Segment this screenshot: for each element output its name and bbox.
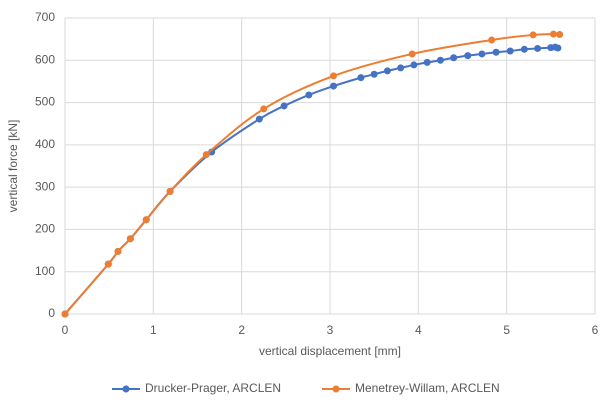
data-point (556, 30, 564, 38)
data-point (280, 102, 288, 110)
y-tick-label: 300 (35, 179, 55, 193)
legend-marker (122, 385, 130, 393)
data-point (104, 260, 112, 268)
data-point (260, 105, 268, 113)
data-point (142, 216, 150, 224)
data-point (534, 44, 542, 52)
x-tick-label: 5 (503, 323, 510, 337)
data-point (549, 30, 557, 38)
data-point (357, 74, 365, 82)
data-point (370, 70, 378, 78)
data-point (464, 52, 472, 60)
legend-marker (332, 385, 340, 393)
data-point (202, 151, 210, 159)
legend-label: Menetrey-Willam, ARCLEN (355, 381, 500, 395)
x-tick-label: 3 (327, 323, 334, 337)
data-point (450, 54, 458, 62)
data-point (330, 82, 338, 90)
x-tick-label: 1 (150, 323, 157, 337)
data-point (492, 48, 500, 56)
data-point (114, 247, 122, 255)
series-line (64, 46, 559, 315)
y-tick-label: 100 (35, 264, 55, 278)
data-point (478, 50, 486, 58)
legend-label: Drucker-Prager, ARCLEN (145, 381, 281, 395)
data-point (330, 72, 338, 80)
y-tick-label: 500 (35, 95, 55, 109)
data-point (126, 235, 134, 243)
y-axis-label: vertical force [kN] (6, 120, 20, 213)
data-point (383, 67, 391, 75)
x-tick-label: 0 (62, 323, 69, 337)
data-point (255, 115, 263, 123)
x-tick-label: 6 (592, 323, 599, 337)
data-point (305, 91, 313, 99)
data-point (436, 56, 444, 64)
x-tick-label: 4 (415, 323, 422, 337)
data-point (488, 36, 496, 44)
data-point (520, 45, 528, 53)
data-point (408, 50, 416, 58)
x-axis-label: vertical displacement [mm] (259, 344, 401, 358)
y-tick-label: 0 (48, 306, 55, 320)
data-point (61, 310, 69, 318)
data-point (397, 64, 405, 72)
data-point (506, 47, 514, 55)
data-point (410, 61, 418, 69)
data-point (554, 44, 562, 52)
y-tick-label: 600 (35, 52, 55, 66)
data-point (166, 187, 174, 195)
y-tick-label: 400 (35, 137, 55, 151)
x-tick-label: 2 (238, 323, 245, 337)
data-point (423, 58, 431, 66)
data-point (529, 31, 537, 39)
y-tick-label: 700 (35, 10, 55, 24)
y-tick-label: 200 (35, 222, 55, 236)
